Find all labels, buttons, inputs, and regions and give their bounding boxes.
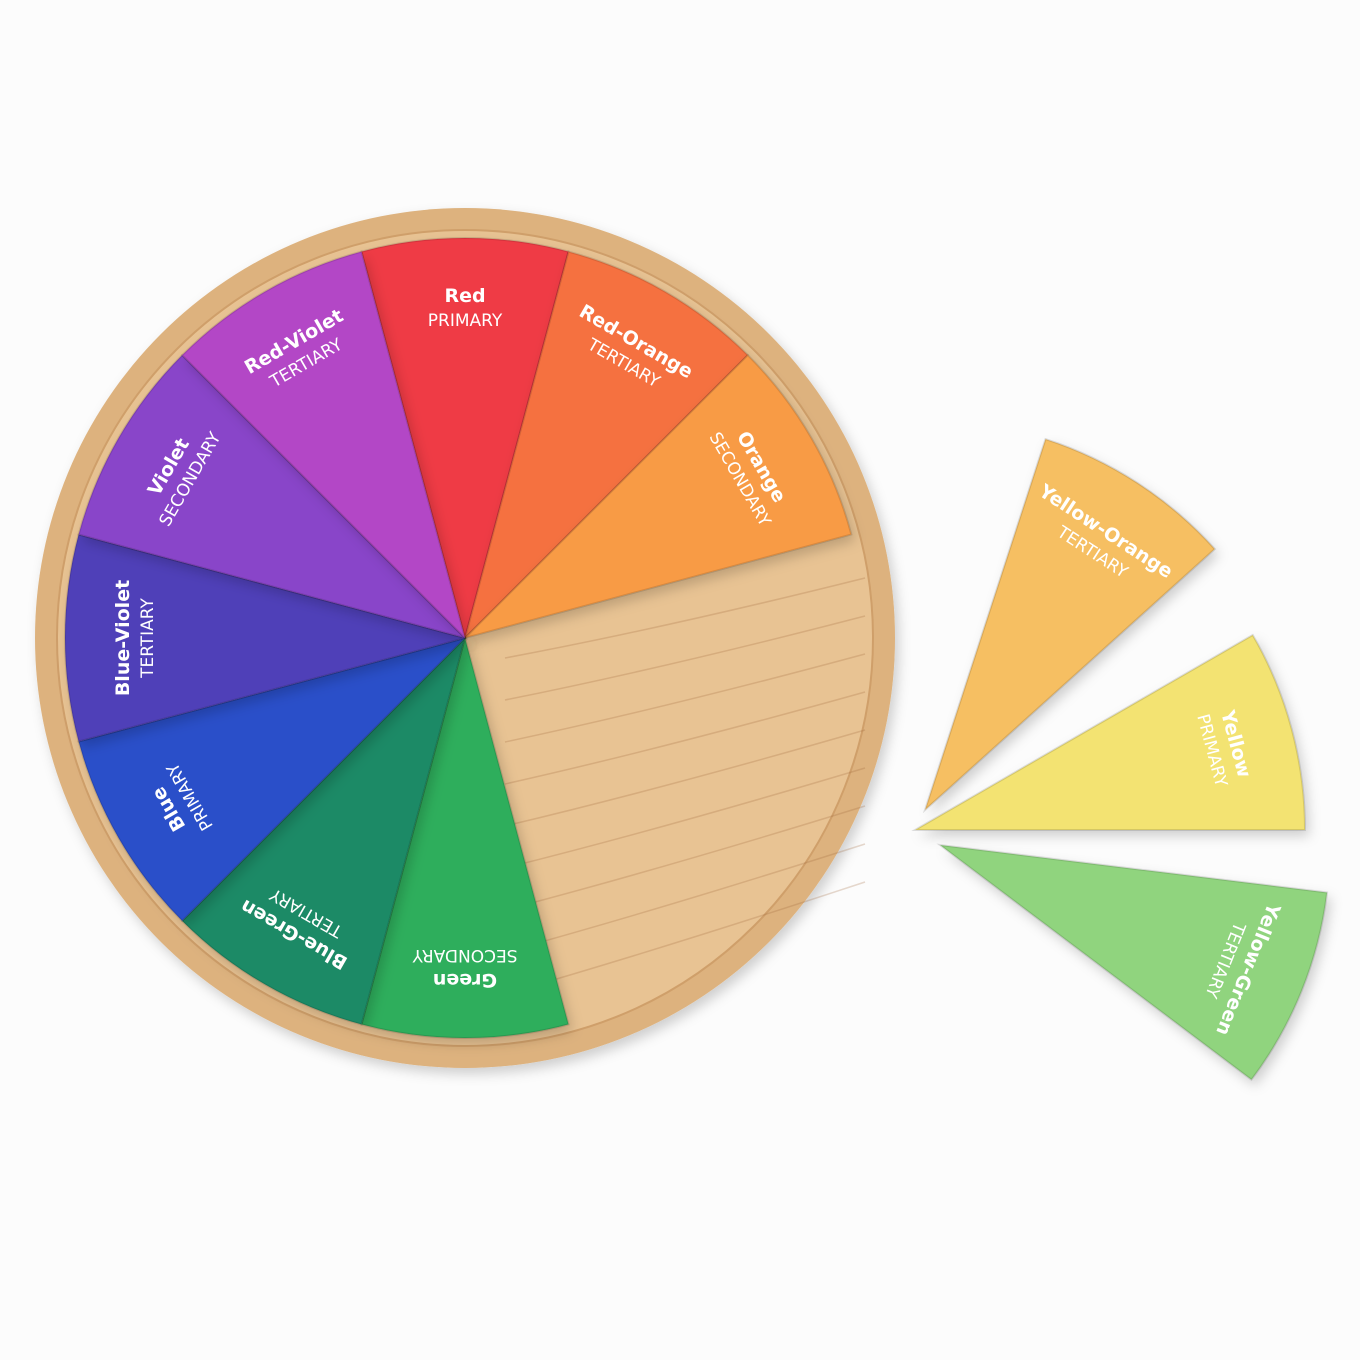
wedge-shape (922, 437, 1217, 814)
wood-grain (504, 691, 866, 785)
piece-category: PRIMARY (428, 311, 503, 331)
wedge-shape (936, 843, 1329, 1082)
wheel-piece-green[interactable]: Green SECONDARY (360, 634, 570, 1039)
piece-name: Green (433, 969, 497, 991)
piece-name: Blue-Violet (112, 580, 134, 696)
wedge-shape (360, 634, 570, 1039)
wood-grain (504, 767, 866, 869)
wedge-shape (911, 633, 1307, 831)
wedge-shape (463, 250, 750, 642)
wedge-shape (461, 353, 853, 640)
wood-grain (504, 729, 866, 827)
loose-pieces: Yellow-OrangeTERTIARYYellowPRIMARYYellow… (911, 437, 1329, 1082)
wheel-piece-blue-violet[interactable]: Blue-Violet TERTIARY (64, 533, 469, 743)
wheel-pieces: Red PRIMARY Red-OrangeTERTIARYOrangeSECOND… (64, 237, 853, 1039)
wedge-shape (180, 250, 467, 642)
wedge-shape (77, 353, 469, 640)
wood-grain (504, 577, 866, 659)
wood-grain (504, 805, 866, 911)
piece-name: Red (444, 285, 485, 307)
wedge-shape (180, 634, 467, 1026)
wedge-shape (360, 237, 570, 642)
wedge-shape (64, 533, 469, 743)
wood-grain (504, 653, 866, 743)
piece-category: SECONDARY (412, 945, 518, 965)
wood-grain (504, 615, 866, 701)
wheel-piece-red[interactable]: Red PRIMARY (360, 237, 570, 642)
piece-category: TERTIARY (138, 597, 158, 678)
wedge-shape (77, 636, 469, 923)
wood-grain (504, 843, 866, 953)
